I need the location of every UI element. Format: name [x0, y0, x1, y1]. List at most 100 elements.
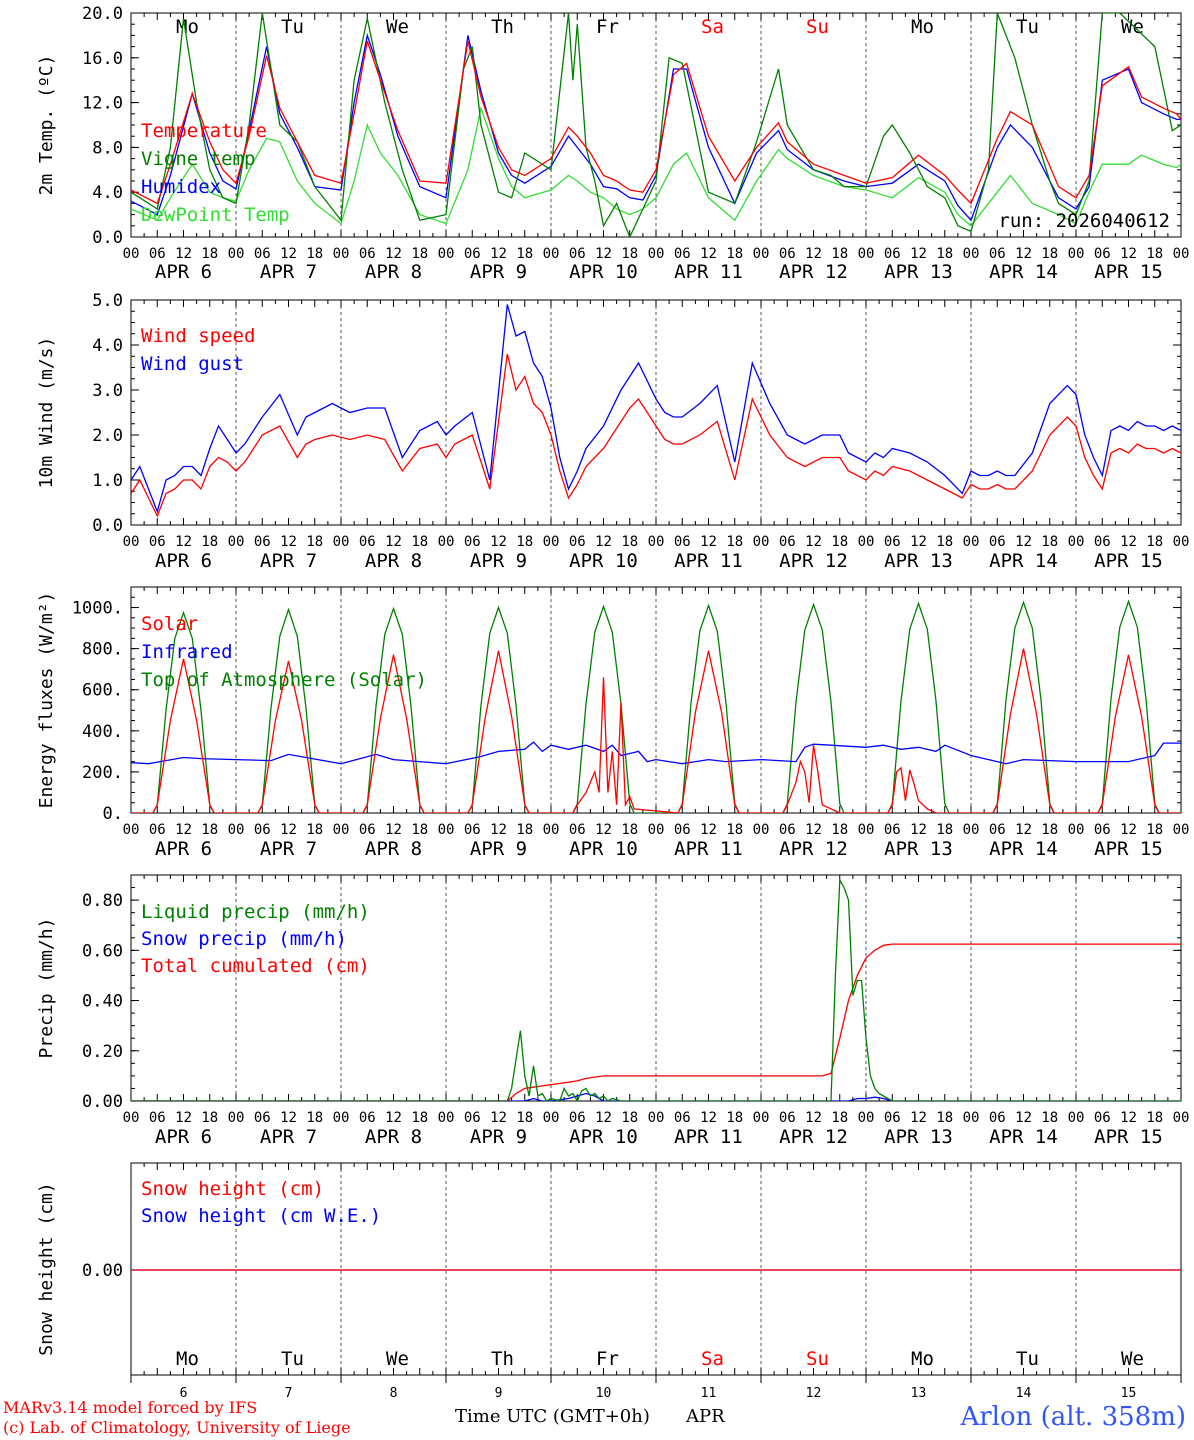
weekday-label: Fr — [596, 16, 619, 38]
hour-tick-label: 06 — [254, 246, 271, 262]
hour-tick-label: 00 — [1068, 822, 1085, 838]
series-group — [131, 877, 1181, 1101]
legend-entry: Snow height (cm) — [141, 1178, 324, 1200]
hour-tick-label: 12 — [490, 822, 507, 838]
model-credit: MARv3.14 model forced by IFS — [3, 1398, 258, 1417]
copyright-credit: (c) Lab. of Climatology, University of L… — [3, 1418, 351, 1437]
date-label: APR 10 — [569, 1126, 638, 1148]
date-label: APR 8 — [365, 838, 422, 860]
date-label: APR 6 — [155, 1126, 212, 1148]
date-label: APR 11 — [674, 1126, 743, 1148]
hour-tick-label: 18 — [306, 1110, 323, 1126]
legend-entry: Infrared — [141, 641, 233, 663]
hour-tick-label: 18 — [306, 246, 323, 262]
hour-tick-label: 18 — [726, 1110, 743, 1126]
hour-tick-label: 12 — [490, 534, 507, 550]
hour-tick-label: 12 — [910, 1110, 927, 1126]
hour-tick-label: 12 — [1120, 534, 1137, 550]
hour-tick-label: 00 — [228, 822, 245, 838]
day-number-label: 11 — [701, 1386, 717, 1401]
hour-tick-label: 06 — [464, 246, 481, 262]
date-label: APR 13 — [884, 550, 953, 572]
hour-tick-label: 00 — [543, 822, 560, 838]
hour-tick-label: 12 — [595, 534, 612, 550]
date-label: APR 12 — [779, 261, 848, 283]
hour-tick-label: 06 — [254, 1110, 271, 1126]
hour-tick-label: 00 — [333, 534, 350, 550]
weekday-label: Fr — [596, 1348, 619, 1370]
hour-tick-label: 18 — [1146, 246, 1163, 262]
hour-tick-label: 12 — [700, 1110, 717, 1126]
hour-tick-label: 06 — [674, 1110, 691, 1126]
series-line-top-of-atmosphere-solar- — [131, 599, 1181, 813]
date-label: APR 7 — [260, 550, 317, 572]
y-axis-label: Precip (mm/h) — [36, 918, 57, 1059]
y-axis-label: 10m Wind (m/s) — [36, 337, 57, 489]
weekday-label: We — [386, 1348, 409, 1370]
hour-tick-label: 12 — [490, 1110, 507, 1126]
hour-tick-label: 12 — [385, 1110, 402, 1126]
hour-tick-label: 06 — [884, 246, 901, 262]
day-number-label: 6 — [180, 1386, 188, 1401]
hour-tick-label: 18 — [201, 1110, 218, 1126]
hour-tick-label: 06 — [1094, 246, 1111, 262]
series-line-dewpoint-temp — [131, 105, 1181, 227]
hour-tick-label: 00 — [963, 534, 980, 550]
weekday-label: Tu — [281, 1348, 304, 1370]
date-label: APR 12 — [779, 838, 848, 860]
hour-tick-label: 06 — [149, 1110, 166, 1126]
hour-tick-label: 00 — [963, 246, 980, 262]
day-number-label: 14 — [1016, 1386, 1032, 1401]
hour-tick-label: 12 — [805, 822, 822, 838]
hour-tick-label: 18 — [831, 1110, 848, 1126]
hour-tick-label: 18 — [516, 1110, 533, 1126]
hour-tick-label: 18 — [936, 534, 953, 550]
hour-tick-label: 12 — [1015, 822, 1032, 838]
hour-tick-label: 00 — [753, 822, 770, 838]
y-tick-label: 600. — [82, 681, 123, 701]
legend-entry: Vigne temp — [141, 148, 255, 170]
hour-tick-label: 18 — [411, 822, 428, 838]
hour-tick-label: 06 — [884, 1110, 901, 1126]
hour-tick-label: 18 — [516, 534, 533, 550]
hour-tick-label: 18 — [1146, 534, 1163, 550]
hour-tick-label: 18 — [1041, 1110, 1058, 1126]
plot-frame — [130, 299, 1182, 526]
date-label: APR 14 — [989, 261, 1058, 283]
hour-tick-label: 00 — [1173, 1110, 1190, 1126]
hour-tick-label: 06 — [884, 822, 901, 838]
date-label: APR 10 — [569, 550, 638, 572]
hour-tick-label: 00 — [333, 822, 350, 838]
date-label: APR 14 — [989, 1126, 1058, 1148]
hour-tick-label: 00 — [648, 534, 665, 550]
hour-tick-label: 12 — [1015, 1110, 1032, 1126]
series-line-infrared — [131, 741, 1181, 765]
hour-tick-label: 06 — [989, 822, 1006, 838]
hour-tick-label: 12 — [280, 534, 297, 550]
hour-tick-label: 06 — [779, 822, 796, 838]
date-label: APR 14 — [989, 838, 1058, 860]
hour-tick-label: 00 — [543, 1110, 560, 1126]
legend-entry: Humidex — [141, 176, 221, 198]
hour-tick-label: 12 — [1015, 246, 1032, 262]
date-label: APR 11 — [674, 261, 743, 283]
hour-tick-label: 12 — [175, 246, 192, 262]
hour-tick-label: 18 — [516, 246, 533, 262]
date-label: APR 9 — [470, 1126, 527, 1148]
weekday-label: We — [1121, 1348, 1144, 1370]
hour-tick-label: 12 — [910, 822, 927, 838]
panel-1: 0.0 4.0 8.0 12.0 16.0 20.0 2m Temp. (ºC) 00 06 12… — [36, 4, 1189, 283]
hour-tick-label: 12 — [280, 246, 297, 262]
hour-tick-label: 12 — [595, 1110, 612, 1126]
series-line-humidex — [131, 32, 1181, 222]
date-label: APR 11 — [674, 550, 743, 572]
weekday-label: Su — [806, 1348, 829, 1370]
y-tick-label: 5.0 — [92, 291, 123, 311]
hour-tick-label: 12 — [595, 246, 612, 262]
date-label: APR 14 — [989, 550, 1058, 572]
weekday-label: Sa — [701, 16, 724, 38]
hour-tick-label: 00 — [858, 822, 875, 838]
hour-tick-label: 00 — [1068, 246, 1085, 262]
series-line-temperature — [131, 40, 1181, 205]
hour-tick-label: 12 — [805, 534, 822, 550]
